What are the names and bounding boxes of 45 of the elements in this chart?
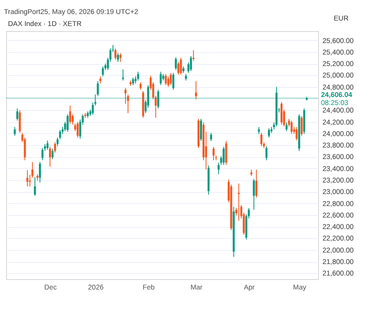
candlestick <box>222 146 225 166</box>
candlestick <box>96 80 99 97</box>
candlestick <box>66 114 69 132</box>
candlestick <box>260 132 262 147</box>
candlestick <box>265 146 268 161</box>
candlestick <box>172 72 174 90</box>
candlestick <box>69 105 72 124</box>
candlestick <box>164 74 167 86</box>
candlestick <box>208 165 210 195</box>
candlestick <box>225 140 228 166</box>
candlestick <box>174 56 177 70</box>
candlestick <box>180 57 182 76</box>
candlestick <box>24 137 26 161</box>
candlestick <box>177 61 180 76</box>
candlestick <box>102 66 104 77</box>
candlestick <box>41 148 44 161</box>
candlestick <box>54 142 56 154</box>
candlestick <box>157 89 160 109</box>
candlestick <box>296 126 298 141</box>
candlestick <box>76 121 79 138</box>
candlestick <box>300 116 303 136</box>
candlestick <box>38 162 41 183</box>
candlestick <box>170 72 172 86</box>
candlestick <box>34 176 36 196</box>
candlestick <box>26 170 28 187</box>
candlestick <box>280 102 283 126</box>
candlestick <box>303 108 306 134</box>
candlestick <box>190 56 192 72</box>
candlestick <box>268 128 270 138</box>
candlestick <box>72 114 74 126</box>
candlestick <box>290 120 293 134</box>
candlestick <box>52 148 54 160</box>
candlestick <box>194 80 197 100</box>
candlestick <box>142 90 144 118</box>
candlestick <box>167 76 170 88</box>
candlestick <box>46 140 48 150</box>
candlestick <box>18 110 21 134</box>
candlestick <box>255 169 258 198</box>
candlestick <box>212 146 215 161</box>
candlestick <box>200 118 202 142</box>
candlestick <box>252 178 255 210</box>
candlestick <box>114 48 116 60</box>
candlestick <box>16 108 18 122</box>
candlestick <box>160 71 162 86</box>
candlestick <box>49 146 52 168</box>
